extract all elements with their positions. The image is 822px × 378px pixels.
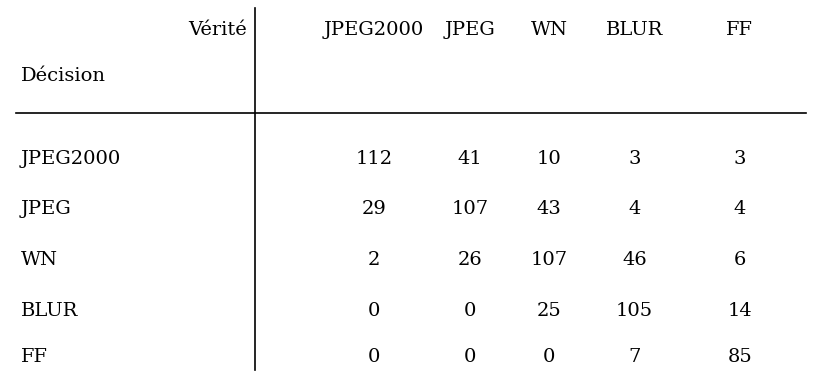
Text: JPEG: JPEG — [445, 21, 496, 39]
Text: 0: 0 — [464, 302, 477, 320]
Text: Vérité: Vérité — [188, 21, 247, 39]
Text: WN: WN — [21, 251, 58, 269]
Text: 85: 85 — [727, 348, 752, 366]
Text: FF: FF — [727, 21, 753, 39]
Text: FF: FF — [21, 348, 48, 366]
Text: 112: 112 — [355, 150, 393, 168]
Text: 3: 3 — [628, 150, 641, 168]
Text: 46: 46 — [622, 251, 647, 269]
Text: 4: 4 — [733, 200, 746, 218]
Text: JPEG: JPEG — [21, 200, 72, 218]
Text: 10: 10 — [537, 150, 561, 168]
Text: 0: 0 — [367, 348, 381, 366]
Text: 43: 43 — [537, 200, 561, 218]
Text: BLUR: BLUR — [606, 21, 663, 39]
Text: 4: 4 — [628, 200, 641, 218]
Text: 0: 0 — [543, 348, 556, 366]
Text: 105: 105 — [616, 302, 653, 320]
Text: WN: WN — [530, 21, 568, 39]
Text: 14: 14 — [727, 302, 752, 320]
Text: 3: 3 — [733, 150, 746, 168]
Text: BLUR: BLUR — [21, 302, 78, 320]
Text: 0: 0 — [464, 348, 477, 366]
Text: 26: 26 — [458, 251, 483, 269]
Text: 6: 6 — [733, 251, 746, 269]
Text: 107: 107 — [451, 200, 489, 218]
Text: 107: 107 — [530, 251, 568, 269]
Text: JPEG2000: JPEG2000 — [21, 150, 121, 168]
Text: 25: 25 — [537, 302, 561, 320]
Text: 0: 0 — [367, 302, 381, 320]
Text: JPEG2000: JPEG2000 — [324, 21, 424, 39]
Text: 2: 2 — [367, 251, 381, 269]
Text: 29: 29 — [362, 200, 386, 218]
Text: 41: 41 — [458, 150, 483, 168]
Text: 7: 7 — [628, 348, 641, 366]
Text: Décision: Décision — [21, 67, 105, 85]
